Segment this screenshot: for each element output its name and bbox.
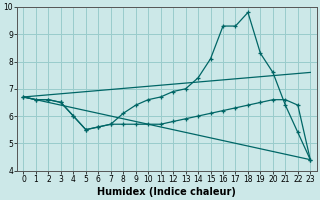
X-axis label: Humidex (Indice chaleur): Humidex (Indice chaleur) xyxy=(98,187,236,197)
